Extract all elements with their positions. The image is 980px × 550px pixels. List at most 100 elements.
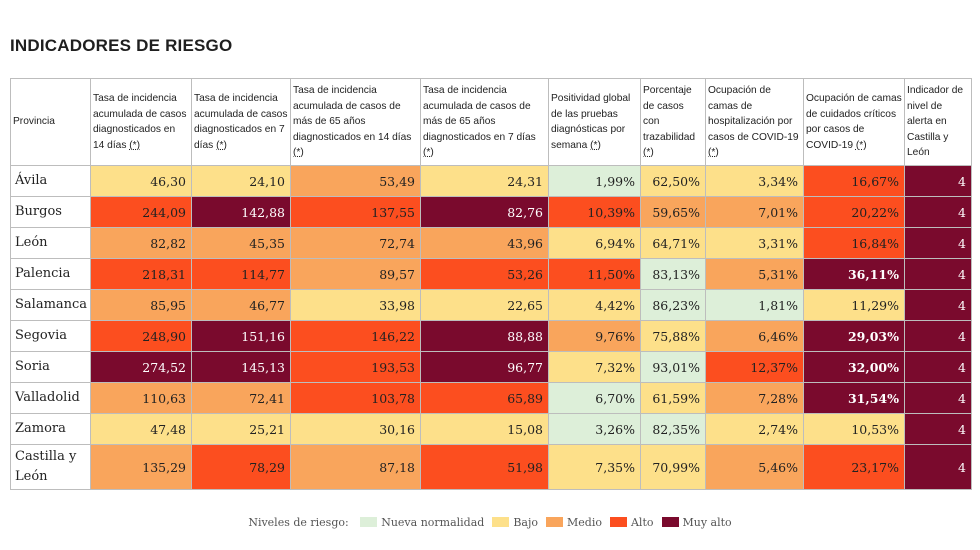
indicator-cell: 47,48	[90, 413, 192, 445]
indicator-cell: 7,35%	[548, 444, 641, 490]
indicator-cell: 15,08	[420, 413, 549, 445]
footnote-link[interactable]: (*)	[216, 139, 227, 151]
indicator-cell: 51,98	[420, 444, 549, 490]
indicator-cell: 1,99%	[548, 165, 641, 197]
province-name: Zamora	[10, 413, 91, 445]
legend-label: Medio	[567, 516, 602, 529]
indicator-cell: 33,98	[290, 289, 421, 321]
indicator-cell: 103,78	[290, 382, 421, 414]
table-body: Ávila 46,30 24,10 53,49 24,31 1,99% 62,50% 3,34…	[10, 165, 972, 490]
province-name: Ávila	[10, 165, 91, 197]
footnote-link[interactable]: (*)	[129, 139, 141, 151]
column-header-label: Tasa de incidencia acumulada de casos di…	[194, 93, 288, 151]
indicator-cell: 82,76	[420, 196, 549, 228]
footnote-link[interactable]: (*)	[293, 147, 304, 159]
indicator-cell: 6,46%	[705, 320, 804, 352]
indicator-cell: 89,57	[290, 258, 421, 290]
indicator-cell: 4	[904, 227, 972, 259]
indicator-cell: 16,67%	[803, 165, 905, 197]
indicator-cell: 3,26%	[548, 413, 641, 445]
footnote-link[interactable]: (*)	[590, 139, 601, 151]
table-row: Zamora 47,48 25,21 30,16 15,08 3,26% 82,35% 2,7…	[10, 413, 972, 445]
indicator-cell: 85,95	[90, 289, 192, 321]
legend-swatch	[546, 517, 564, 527]
column-header-label: Porcentaje de casos con trazabilidad	[643, 85, 696, 143]
indicator-cell: 24,31	[420, 165, 549, 197]
province-name: Salamanca	[10, 289, 91, 321]
column-header: Tasa de incidencia acumulada de casos di…	[90, 78, 192, 166]
footnote-link[interactable]: (*)	[708, 147, 719, 159]
indicator-cell: 61,59%	[640, 382, 706, 414]
indicator-cell: 5,46%	[705, 444, 804, 490]
column-header-label: Indicador de nivel de alerta en Castilla…	[907, 85, 964, 159]
indicator-cell: 20,22%	[803, 196, 905, 228]
column-header: Positividad global de las pruebas diagnó…	[548, 78, 641, 166]
column-header: Tasa de incidencia acumulada de casos di…	[191, 78, 291, 166]
indicator-cell: 82,35%	[640, 413, 706, 445]
indicator-cell: 244,09	[90, 196, 192, 228]
table-row: Castilla y León 135,29 78,29 87,18 51,98 7,35…	[10, 444, 972, 490]
indicator-cell: 142,88	[191, 196, 291, 228]
indicator-cell: 25,21	[191, 413, 291, 445]
column-header-label: Ocupación de camas de hospitalización po…	[708, 85, 799, 143]
province-name: Castilla y León	[10, 444, 91, 490]
column-header: Indicador de nivel de alerta en Castilla…	[904, 78, 972, 166]
indicator-cell: 36,11%	[803, 258, 905, 290]
indicator-cell: 29,03%	[803, 320, 905, 352]
indicator-cell: 218,31	[90, 258, 192, 290]
indicator-cell: 146,22	[290, 320, 421, 352]
legend-swatch	[360, 517, 378, 527]
legend-title: Niveles de riesgo:	[248, 516, 349, 529]
indicator-cell: 53,49	[290, 165, 421, 197]
table-row: Segovia 248,90 151,16 146,22 88,88 9,76% 75,88…	[10, 320, 972, 352]
indicator-cell: 23,17%	[803, 444, 905, 490]
indicator-cell: 137,55	[290, 196, 421, 228]
indicator-cell: 5,31%	[705, 258, 804, 290]
indicator-cell: 82,82	[90, 227, 192, 259]
indicator-cell: 32,00%	[803, 351, 905, 383]
indicator-cell: 4	[904, 351, 972, 383]
footnote-link[interactable]: (*)	[423, 147, 434, 159]
indicator-cell: 4	[904, 258, 972, 290]
indicator-cell: 248,90	[90, 320, 192, 352]
indicator-cell: 3,34%	[705, 165, 804, 197]
indicator-cell: 274,52	[90, 351, 192, 383]
footnote-link[interactable]: (*)	[643, 147, 654, 159]
indicator-cell: 193,53	[290, 351, 421, 383]
indicator-cell: 3,31%	[705, 227, 804, 259]
province-name: Soria	[10, 351, 91, 383]
column-header-label: Tasa de incidencia acumulada de casos di…	[93, 93, 187, 151]
indicator-cell: 7,32%	[548, 351, 641, 383]
legend-label: Alto	[630, 516, 654, 529]
indicator-cell: 45,35	[191, 227, 291, 259]
indicator-cell: 53,26	[420, 258, 549, 290]
table-row: Ávila 46,30 24,10 53,49 24,31 1,99% 62,50% 3,34…	[10, 165, 972, 197]
indicator-cell: 10,53%	[803, 413, 905, 445]
indicator-cell: 4	[904, 382, 972, 414]
indicator-cell: 43,96	[420, 227, 549, 259]
province-name: Palencia	[10, 258, 91, 290]
risk-indicators-table: Provincia Tasa de incidencia acumulada de…	[10, 78, 972, 490]
indicator-cell: 46,77	[191, 289, 291, 321]
table-row: León 82,82 45,35 72,74 43,96 6,94% 64,71% 3,31%…	[10, 227, 972, 259]
indicator-cell: 10,39%	[548, 196, 641, 228]
indicator-cell: 46,30	[90, 165, 192, 197]
indicator-cell: 86,23%	[640, 289, 706, 321]
indicator-cell: 4	[904, 320, 972, 352]
table-row: Burgos 244,09 142,88 137,55 82,76 10,39% 59,65…	[10, 196, 972, 228]
indicator-cell: 24,10	[191, 165, 291, 197]
table-header-row: Provincia Tasa de incidencia acumulada de…	[10, 78, 972, 166]
province-name: Burgos	[10, 196, 91, 228]
indicator-cell: 12,37%	[705, 351, 804, 383]
indicator-cell: 11,50%	[548, 258, 641, 290]
footnote-link[interactable]: (*)	[855, 139, 867, 151]
indicator-cell: 87,18	[290, 444, 421, 490]
indicator-cell: 2,74%	[705, 413, 804, 445]
indicator-cell: 16,84%	[803, 227, 905, 259]
column-header: Porcentaje de casos con trazabilidad (*)	[640, 78, 706, 166]
indicator-cell: 70,99%	[640, 444, 706, 490]
column-header-label: Ocupación de camas de cuidados críticos …	[806, 93, 902, 151]
legend-swatch	[492, 517, 510, 527]
table-row: Soria 274,52 145,13 193,53 96,77 7,32% 93,01% 1…	[10, 351, 972, 383]
indicator-cell: 9,76%	[548, 320, 641, 352]
